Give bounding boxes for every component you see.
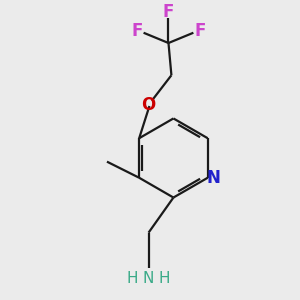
Text: F: F (163, 3, 174, 21)
Text: F: F (131, 22, 143, 40)
Text: O: O (141, 96, 155, 114)
Text: N: N (206, 169, 220, 188)
Text: F: F (194, 22, 206, 40)
Text: H: H (159, 271, 170, 286)
Text: H: H (127, 271, 138, 286)
Text: N: N (143, 271, 154, 286)
